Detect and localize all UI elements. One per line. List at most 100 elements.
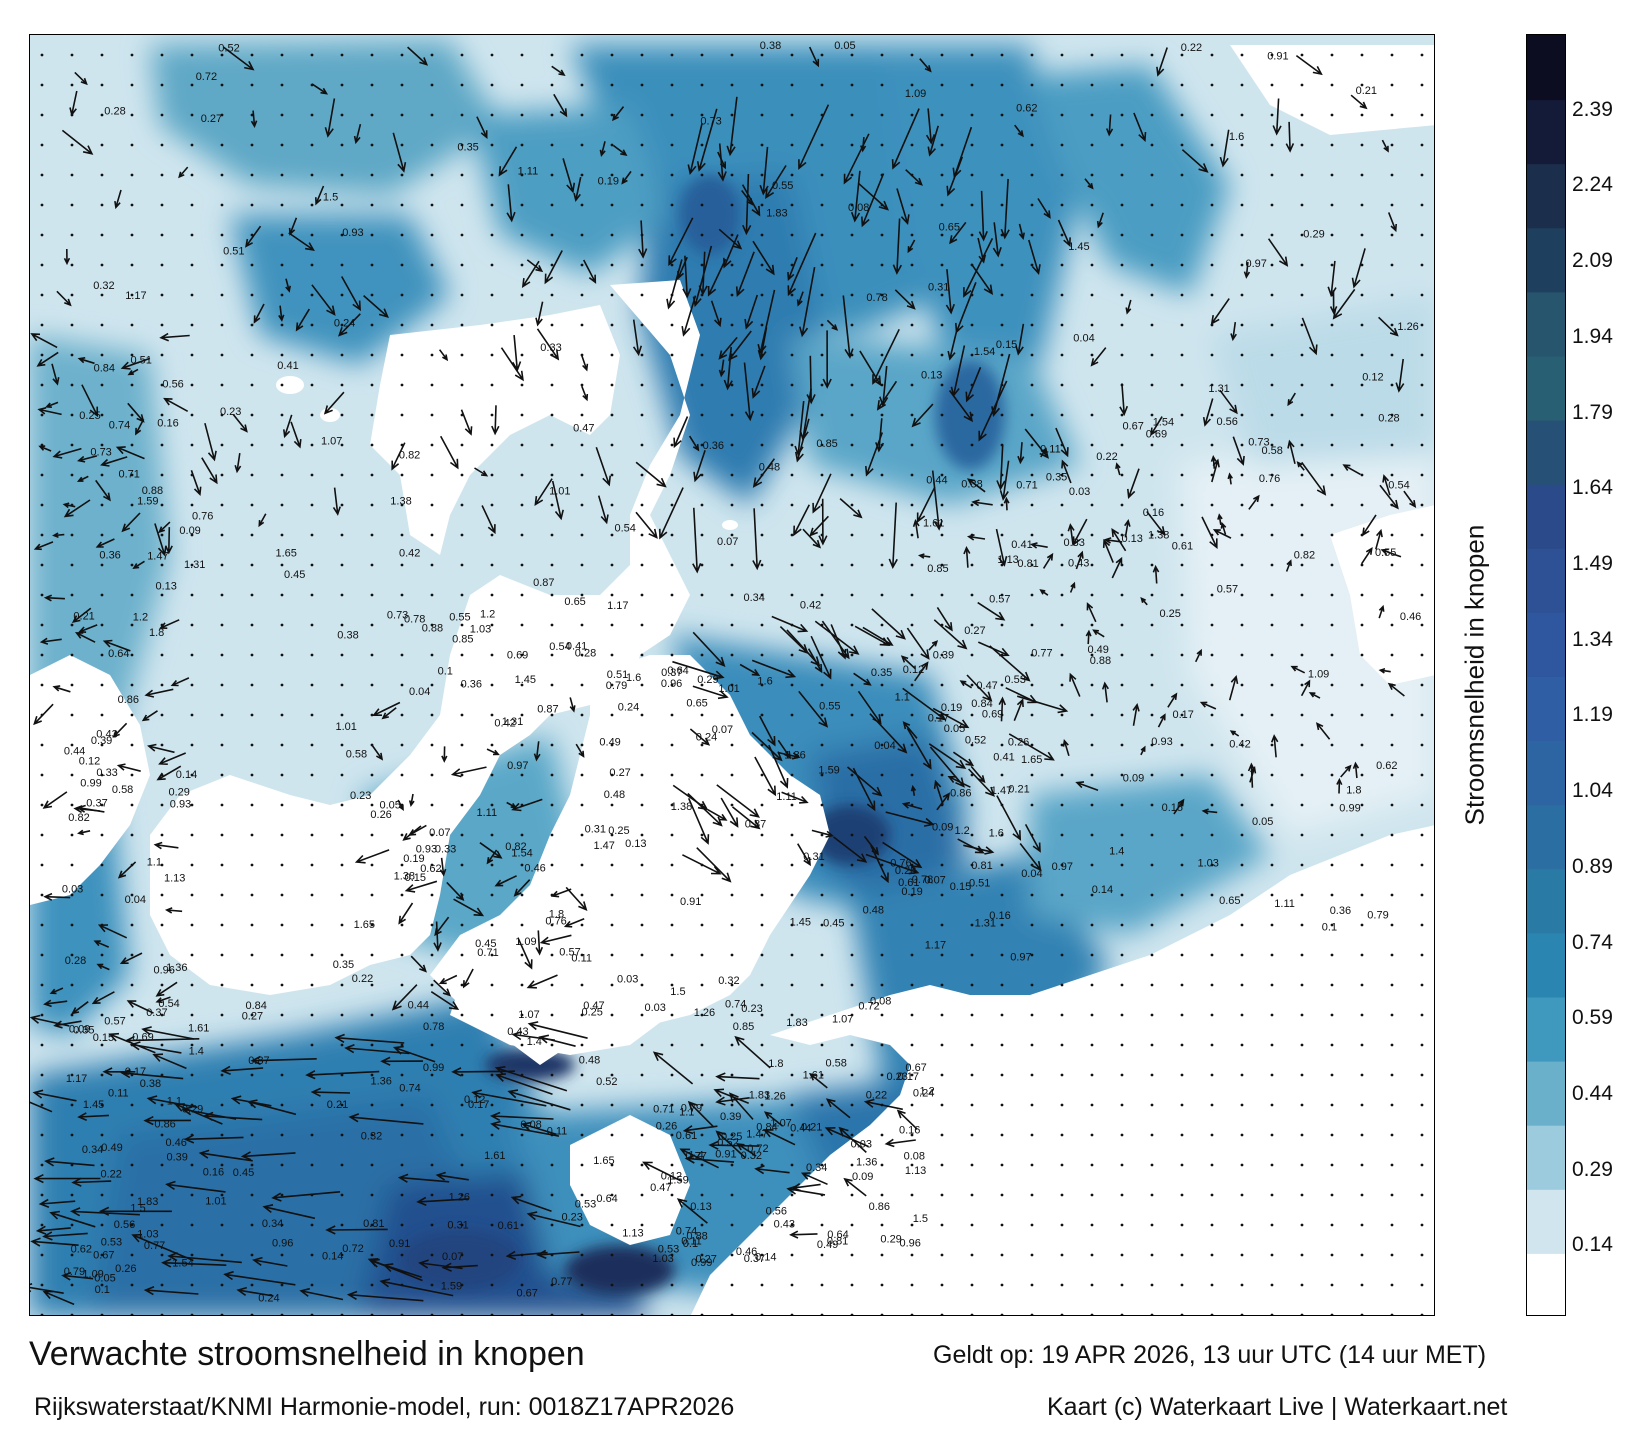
current-arrow [995, 528, 1008, 567]
current-value-label: 0.32 [93, 280, 114, 292]
current-value-label: 0.23 [220, 406, 241, 418]
current-value-label: 0.09 [69, 1023, 90, 1035]
current-value-label: 0.25 [608, 825, 629, 837]
colorbar-tick-label: 0.89 [1572, 854, 1613, 878]
current-arrow [494, 1066, 568, 1092]
current-arrow [1156, 47, 1168, 77]
current-arrow [1375, 528, 1383, 550]
current-arrow [936, 792, 951, 811]
current-arrow [1332, 288, 1356, 320]
current-arrow [95, 538, 115, 548]
current-arrow [741, 184, 761, 217]
current-value-label: 0.43 [96, 729, 117, 741]
colorbar-tick-label: 1.94 [1572, 324, 1613, 348]
current-arrow [906, 727, 932, 770]
current-arrow [441, 746, 448, 763]
colorbar-tick-label: 2.24 [1572, 173, 1613, 197]
current-arrow [42, 1231, 88, 1241]
current-value-label: 0.31 [928, 281, 949, 293]
current-arrow [311, 284, 336, 316]
current-value-label: 0.16 [203, 1166, 224, 1178]
current-arrow [673, 416, 689, 449]
current-value-label: 0.74 [676, 1226, 697, 1238]
current-value-label: 0.58 [1262, 445, 1283, 457]
current-value-label: 1.36 [166, 962, 187, 974]
current-value-label: 1.83 [749, 1090, 770, 1102]
current-value-label: 0.24 [618, 702, 639, 714]
current-value-label: 0.39 [933, 650, 954, 662]
current-value-label: 1.26 [449, 1192, 470, 1204]
current-value-label: 1.2 [133, 612, 148, 624]
current-arrow [253, 303, 265, 324]
current-arrow [797, 843, 811, 867]
current-arrow [174, 1103, 223, 1125]
current-arrow [1228, 674, 1239, 701]
current-arrow [1301, 461, 1327, 496]
current-arrow [1127, 468, 1140, 500]
current-arrow [538, 1034, 576, 1047]
current-arrow [1124, 518, 1131, 538]
current-value-label: 1.13 [622, 1228, 643, 1240]
current-arrow [33, 703, 54, 726]
current-arrow [744, 294, 759, 330]
current-arrow [707, 809, 728, 821]
current-arrow [811, 829, 834, 838]
current-arrow [809, 515, 829, 537]
current-arrow [33, 1173, 101, 1184]
current-arrow [822, 330, 832, 389]
current-arrow [716, 784, 760, 818]
current-arrow [305, 1070, 380, 1080]
current-arrow [51, 363, 60, 386]
current-value-label: 1.2 [920, 1086, 935, 1098]
current-value-label: 1.03 [1198, 858, 1219, 870]
current-arrow [283, 414, 293, 439]
current-value-label: 0.13 [1122, 533, 1143, 545]
current-arrow [397, 1173, 450, 1183]
current-value-label: 0.79 [1367, 910, 1388, 922]
current-value-label: 0.82 [1294, 549, 1315, 561]
current-arrow [879, 365, 889, 408]
current-value-label: 0.09 [852, 1171, 873, 1183]
current-value-label: 0.29 [169, 786, 190, 798]
current-value-label: 0.26 [115, 1263, 136, 1275]
current-arrow [1382, 474, 1391, 496]
current-arrow [491, 405, 500, 436]
current-arrow [902, 687, 947, 721]
current-arrow [863, 1098, 903, 1111]
current-arrow [1102, 538, 1114, 563]
current-value-label: 1.31 [1208, 383, 1229, 395]
current-arrow [992, 222, 1002, 258]
current-value-label: 0.82 [505, 841, 526, 853]
current-arrow [63, 499, 91, 518]
current-arrow [933, 779, 944, 806]
current-value-label: 0.04 [1021, 868, 1042, 880]
current-arrow [843, 1177, 867, 1197]
current-arrow [81, 384, 99, 418]
current-arrow [1329, 290, 1338, 315]
current-arrow [963, 238, 994, 298]
current-value-label: 0.33 [435, 844, 456, 856]
current-value-label: 1.54 [974, 346, 995, 358]
current-arrow [978, 190, 988, 242]
current-value-label: 0.37 [661, 667, 682, 679]
current-value-label: 0.21 [327, 1099, 348, 1111]
current-arrow [1024, 824, 1041, 853]
current-arrow [481, 505, 496, 535]
current-value-label: 0.19 [901, 886, 922, 898]
current-value-label: 0.86 [869, 1201, 890, 1213]
current-value-label: 0.65 [686, 697, 707, 709]
current-value-label: 0.13 [156, 581, 177, 593]
current-value-label: 0.91 [389, 1238, 410, 1250]
current-value-label: 1.01 [549, 486, 570, 498]
current-value-label: 0.39 [720, 1111, 741, 1123]
current-value-label: 0.79 [64, 1266, 85, 1278]
current-value-label: 0.35 [1046, 471, 1067, 483]
current-value-label: 0.87 [248, 1055, 269, 1067]
current-arrow [155, 981, 178, 997]
current-arrow [914, 661, 929, 682]
current-value-label: 0.77 [1031, 647, 1052, 659]
current-arrow [707, 258, 727, 297]
current-value-label: 1.26 [764, 1091, 785, 1103]
current-arrow [808, 46, 820, 68]
current-value-label: 0.77 [686, 1151, 707, 1163]
